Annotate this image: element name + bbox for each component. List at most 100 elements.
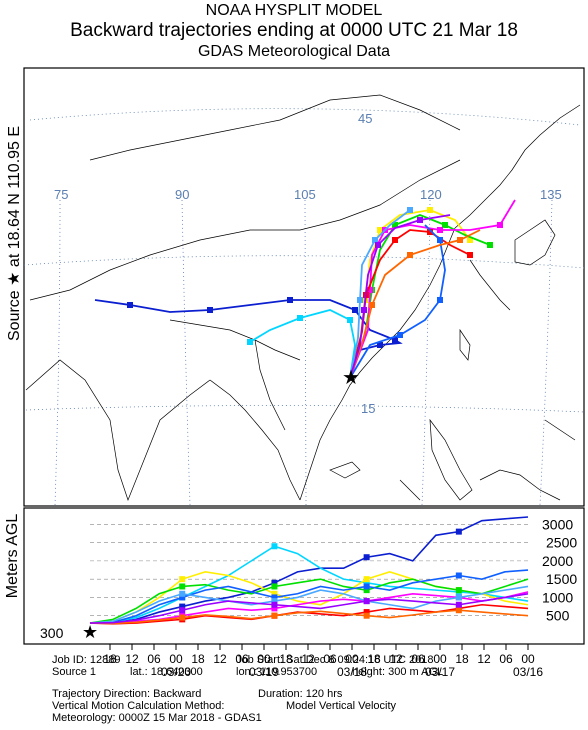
map-trajectory-marker [392, 222, 398, 228]
height-marker [179, 590, 186, 597]
map-trajectory-marker [427, 207, 433, 213]
source-height: height: 300 m AGL [352, 666, 444, 678]
job-start: Job Start: Sat Dec 8 09:24:16 UTC 2018 [236, 654, 434, 666]
height-gridlines [90, 524, 528, 617]
height-marker [363, 554, 370, 561]
map-trajectory-marker [369, 302, 375, 308]
map-trajectory-marker [427, 229, 433, 235]
source-star-height-icon: ★ [82, 622, 98, 642]
height-marker [455, 587, 462, 594]
map-trajectory-marker [392, 237, 398, 243]
duration: Duration: 120 hrs [258, 688, 343, 700]
map-trajectory-marker [347, 317, 353, 323]
lat-label-15: 15 [361, 401, 375, 416]
height-marker [363, 598, 370, 605]
height-marker [179, 583, 186, 590]
height-tick-label: 3000 [542, 516, 573, 532]
vertical-method-value: Model Vertical Velocity [286, 700, 397, 712]
map-trajectory-line [349, 209, 411, 379]
map-trajectory-marker [297, 315, 303, 321]
lat-label-45: 45 [358, 111, 372, 126]
height-marker [271, 543, 278, 550]
map-trajectory-marker [377, 227, 383, 233]
map-trajectory-marker [417, 217, 423, 223]
hour-label: 06 [235, 652, 249, 666]
height-trajectory-line [89, 603, 529, 625]
height-marker [271, 594, 278, 601]
height-panel: 3000 2500 2000 1500 1000 500 300 ★ [23, 507, 585, 645]
lon-label-75: 75 [54, 187, 68, 202]
map-trajectory-marker [127, 302, 133, 308]
map-panel: 75 90 105 120 135 45 15 [23, 67, 585, 507]
height-marker [363, 612, 370, 619]
map-trajectory-line [349, 229, 481, 379]
date-label: 03/20 [161, 665, 191, 679]
map-trajectory-marker [367, 287, 373, 293]
map-trajectory-marker [352, 307, 358, 313]
hour-label: 18 [103, 652, 117, 666]
height-marker [271, 601, 278, 608]
source-number: Source 1 [52, 666, 97, 678]
hour-label: 12 [389, 652, 403, 666]
map-trajectory-marker [497, 222, 503, 228]
start-height-label: 300 [40, 625, 64, 641]
map-trajectory-marker [397, 332, 403, 338]
map-trajectory-marker [407, 207, 413, 213]
hour-label: 12 [301, 652, 315, 666]
map-trajectories [94, 199, 516, 379]
height-marker [179, 607, 186, 614]
hour-label: 06 [411, 652, 425, 666]
height-marker [179, 576, 186, 583]
height-marker [271, 612, 278, 619]
height-marker [363, 576, 370, 583]
hour-label: 06 [147, 652, 161, 666]
vertical-method-label: Vertical Motion Calculation Method: [52, 700, 225, 712]
map-trajectory-marker [437, 227, 443, 233]
height-marker [363, 583, 370, 590]
map-trajectory-line [249, 309, 356, 379]
height-marker [271, 598, 278, 605]
map-trajectory-line [349, 214, 451, 379]
map-trajectory-marker [207, 307, 213, 313]
height-trajectory-line [89, 609, 529, 625]
date-label: 03/16 [513, 665, 543, 679]
lon-label-120: 120 [420, 187, 442, 202]
hour-label: 12 [213, 652, 227, 666]
height-marker [271, 579, 278, 586]
height-marker [271, 583, 278, 590]
model-title: NOAA HYSPLIT MODEL [205, 2, 383, 19]
lon-label-105: 105 [294, 187, 316, 202]
map-trajectory-marker [437, 297, 443, 303]
hour-label: 06 [323, 652, 337, 666]
hour-label: 00 [433, 652, 447, 666]
height-tick-label: 1500 [546, 571, 577, 587]
map-trajectory-marker [392, 337, 398, 343]
trajectory-direction: Trajectory Direction: Backward [52, 688, 202, 700]
height-marker [179, 603, 186, 610]
height-marker [455, 528, 462, 535]
source-lat: lat.: 18.640300 [130, 666, 203, 678]
map-trajectory-marker [437, 237, 443, 243]
meteorology: Meteorology: 0000Z 15 Mar 2018 - GDAS1 [52, 712, 262, 724]
height-tick-label: 500 [546, 608, 570, 624]
height-trajectory-line [89, 585, 529, 624]
height-marker [179, 594, 186, 601]
height-marker [271, 605, 278, 612]
height-trajectory-line [89, 516, 529, 624]
height-marker [179, 614, 186, 621]
hour-label: 18 [279, 652, 293, 666]
hour-label: 18 [191, 652, 205, 666]
height-trajectory-line [89, 569, 529, 624]
map-trajectory-marker [467, 237, 473, 243]
height-trajectory-line [89, 545, 529, 624]
map-trajectory-marker [377, 342, 383, 348]
height-tick-label: 1000 [542, 589, 573, 605]
hour-label: 00 [257, 652, 271, 666]
height-marker [363, 609, 370, 616]
height-trajectory-line [89, 578, 529, 624]
map-trajectory-marker [467, 252, 473, 258]
height-marker [363, 579, 370, 586]
hour-label: 00 [169, 652, 183, 666]
height-tick-labels: 3000 2500 2000 1500 1000 500 [542, 516, 577, 623]
